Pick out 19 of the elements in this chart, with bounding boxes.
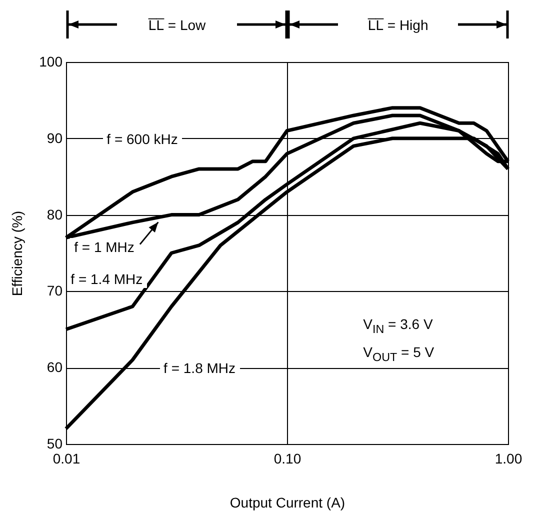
y-tick-label: 60	[46, 359, 63, 376]
x-tick-label: 0.01	[52, 450, 80, 466]
series-label: f = 600 kHz	[102, 130, 182, 148]
y-tick-label: 80	[46, 206, 63, 222]
series-label: f = 1.8 MHz	[160, 359, 240, 378]
text: L̅L̅ = Low	[148, 16, 206, 32]
series-label: f = 1 MHz	[70, 238, 138, 256]
y-tick-label: 50	[46, 436, 63, 452]
y-tick-label: 90	[46, 130, 63, 146]
x-axis-title: Output Current (A)	[230, 494, 346, 510]
series-label: f = 1.4 MHz	[66, 270, 147, 288]
annotation: V$_{IN}$ = 3.6 V	[363, 316, 433, 336]
y-tick-label: 100	[39, 54, 63, 70]
text: L̅L̅ = High	[368, 16, 428, 32]
x-tick-label: 0.10	[274, 450, 302, 466]
y-tick-label: 70	[46, 282, 63, 299]
x-tick-label: 1.00	[494, 450, 522, 466]
annotation: V$_{OUT}$ = 5 V	[363, 344, 434, 364]
y-axis-title: Efficiency (%)	[9, 210, 26, 296]
